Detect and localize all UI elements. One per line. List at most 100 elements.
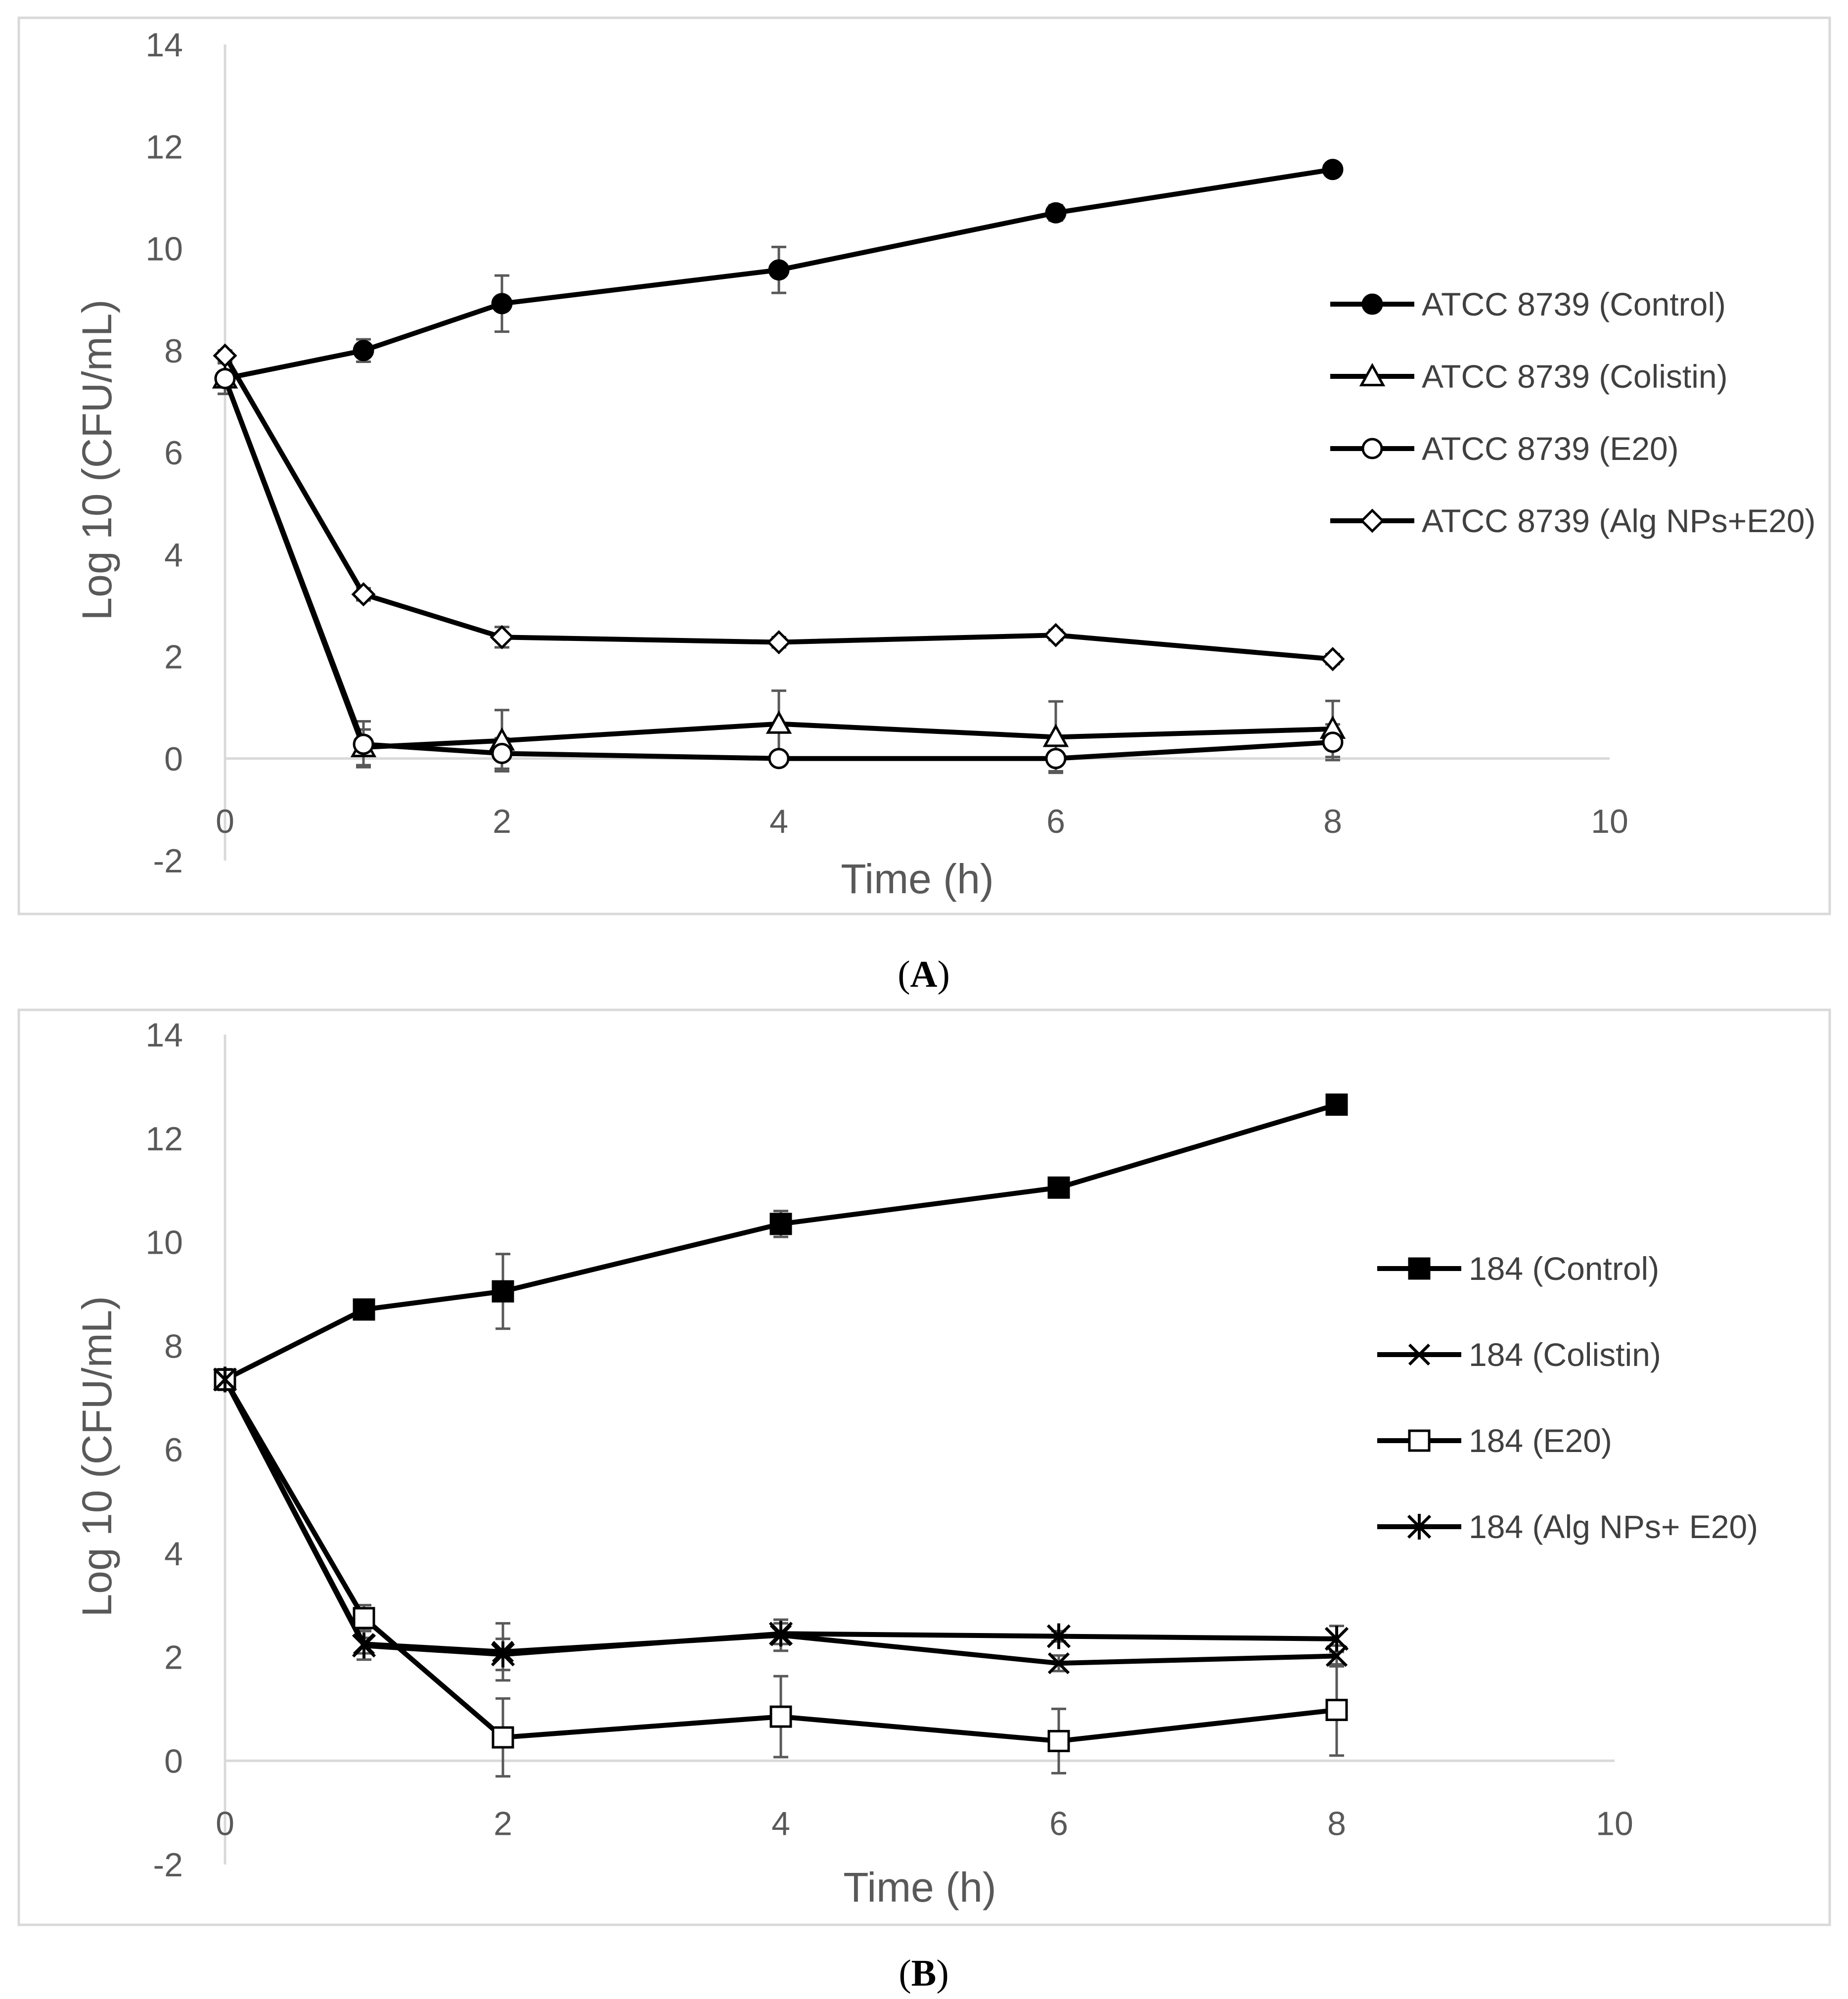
data-point [214,367,236,389]
series-line-184-control [223,1102,1339,1382]
panel-caption: (B) [899,1953,948,1994]
axes [224,1035,1615,1864]
legend-label: 184 (E20) [1469,1422,1612,1459]
legend-label: 184 (Colistin) [1469,1336,1661,1373]
caption-label: B [911,1953,937,1994]
data-point [1322,731,1344,753]
x-tick-label: 2 [494,1805,512,1842]
data-point [492,1280,514,1303]
series-line-184-e20 [223,1377,1339,1744]
series-markers [213,1093,1349,1752]
legend-label: ATCC 8739 (Alg NPs+E20) [1422,502,1816,539]
caption-paren-open: ( [899,1953,911,1994]
x-tick-label: 6 [1046,803,1065,840]
data-point [1047,1652,1070,1675]
series-line-atcc-8739-control [223,167,1335,381]
y-tick-label: 2 [164,1639,183,1677]
caption-label: A [910,954,938,995]
legend-label: 184 (Control) [1469,1250,1659,1287]
y-tick-label: 10 [145,1224,183,1262]
x-tick-label: 0 [216,803,234,840]
series-line-atcc-8739-alg-nps-e20 [223,353,1335,662]
data-point [491,1641,515,1668]
legend-item: ATCC 8739 (Control) [1330,286,1726,322]
y-tick-label: 12 [145,128,183,166]
caption-paren-close: ) [936,1953,948,1994]
data-point [769,1705,792,1728]
legend-label: 184 (Alg NPs+ E20) [1469,1508,1758,1545]
tick-labels: -2 0 2 4 6 8 10 12 14 0 2 4 6 8 10 [145,1016,1633,1884]
y-tick-label: -2 [153,1846,183,1884]
y-tick-label: 0 [164,740,183,778]
legend-item: 184 (E20) [1377,1422,1612,1459]
chart-panel-a: -2 0 2 4 6 8 10 12 14 0 2 4 6 8 10 ATCC 8739 (Control)… [17,16,1831,995]
legend-marker [1361,293,1383,315]
data-point [1042,724,1069,747]
caption-paren-close: ) [937,954,949,995]
legend-marker [1361,438,1383,459]
data-point [213,343,237,368]
y-tick-label: -2 [153,842,183,880]
series-line-atcc-8739-e20 [223,376,1335,761]
legend-label: ATCC 8739 (Control) [1422,286,1726,322]
legend-marker [1408,1429,1431,1452]
x-tick-label: 4 [769,803,788,840]
y-tick-label: 8 [164,332,183,370]
x-axis-title: Time (h) [841,856,994,902]
data-point [766,630,791,655]
x-tick-label: 10 [1596,1805,1633,1842]
data-point [766,710,792,734]
y-tick-label: 12 [145,1120,183,1158]
data-point [1043,623,1068,647]
legend: 184 (Control) 184 (Colistin) 184 (E20) 184 … [1377,1250,1758,1545]
legend-marker [1359,363,1386,387]
panel-caption: (A) [898,954,950,995]
legend-item: 184 (Colistin) [1377,1336,1661,1373]
chart-border [17,1008,1831,1926]
y-tick-label: 14 [145,1016,183,1054]
data-point [1325,1645,1348,1667]
data-point [491,293,513,315]
tick-labels: -2 0 2 4 6 8 10 12 14 0 2 4 6 8 10 [145,26,1628,880]
y-axis-title: Log 10 (CFU/mL) [74,300,120,621]
data-point [1322,159,1344,181]
x-tick-label: 8 [1327,1805,1346,1842]
series-lines [223,167,1335,761]
caption-paren-open: ( [898,954,910,995]
y-tick-label: 0 [164,1742,183,1780]
data-point [1325,1093,1348,1116]
legend: ATCC 8739 (Control) ATCC 8739 (Colistin) A… [1330,286,1816,539]
legend-marker [1408,1343,1431,1366]
y-axis-title: Log 10 (CFU/mL) [74,1296,120,1617]
data-point [1320,647,1345,672]
data-point [769,1213,792,1235]
series-markers [212,159,1346,770]
data-point [1047,1729,1070,1752]
y-tick-label: 14 [145,26,183,64]
y-tick-label: 6 [164,434,183,472]
legend-marker [1408,1257,1431,1280]
series-lines [223,1102,1339,1744]
legend-label: ATCC 8739 (Colistin) [1422,358,1728,395]
data-point [353,1298,375,1321]
legend-marker [1407,1514,1432,1540]
legend-item: 184 (Control) [1377,1250,1659,1287]
legend-item: ATCC 8739 (Alg NPs+E20) [1330,502,1816,539]
data-point [353,733,374,755]
legend-item: ATCC 8739 (Colistin) [1330,358,1728,395]
data-point [352,1633,376,1659]
y-tick-label: 2 [164,638,183,676]
data-point [492,1726,514,1749]
data-point [768,1621,793,1647]
data-point [768,748,790,770]
x-tick-label: 6 [1049,1805,1068,1842]
data-point [351,582,376,607]
data-point [1325,1698,1348,1721]
legend-marker [1360,508,1385,533]
series-line-184-alg-nps-e20 [223,1377,1339,1657]
y-tick-label: 8 [164,1327,183,1365]
data-point [1046,1623,1071,1649]
data-point [213,1366,237,1393]
